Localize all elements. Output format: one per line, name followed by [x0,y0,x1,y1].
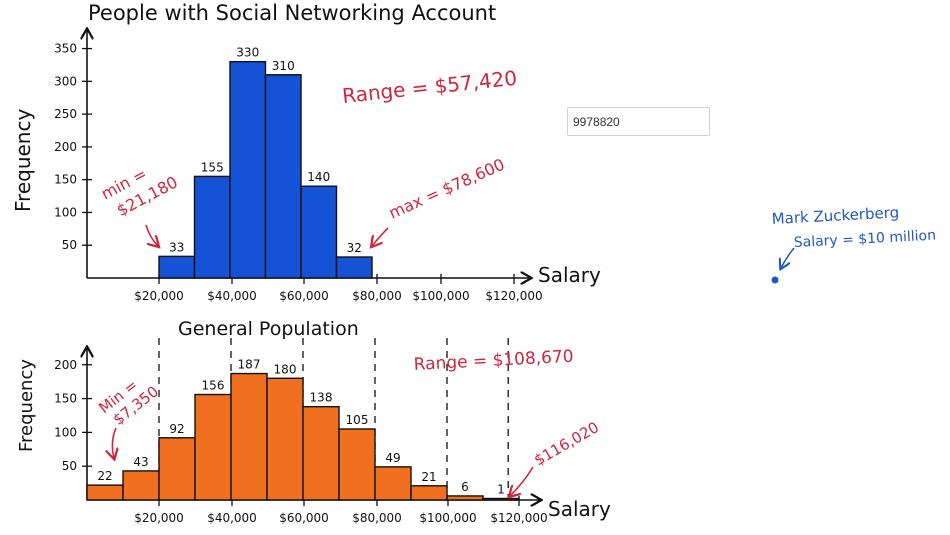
y-tick-label: 300 [54,74,77,88]
histogram-bar [335,256,373,279]
histogram-bar [193,175,231,279]
x-tick-label: $60,000 [279,511,329,525]
bar-value-label: 1 [497,483,505,497]
bar-value-label: 49 [385,451,400,465]
bar-value-label: 6 [461,480,469,494]
bar-value-label: 187 [238,358,261,372]
histogram-bar [338,428,376,501]
chart1-max-annotation: max = $78,600 [386,155,508,223]
chart2-min-arrow [112,427,116,458]
bar-value-label: 43 [133,455,148,469]
bar-value-label: 105 [346,413,369,427]
y-tick-label: 200 [54,358,77,372]
y-tick-label: 100 [54,425,77,439]
histogram-bar [446,495,484,501]
chart1-xlabel: Salary [538,263,601,287]
histogram-bar [122,470,160,501]
bar-value-label: 92 [169,422,184,436]
side-note-arrow [781,247,795,268]
histogram-bar [482,497,520,501]
y-tick-label: 100 [54,205,77,219]
x-tick-label: $40,000 [207,511,257,525]
x-tick-label: $20,000 [134,511,184,525]
bar-value-label: 32 [347,241,362,255]
chart1-ylabel: Frequency [11,109,35,212]
chart1-bars [158,60,373,279]
x-tick-label: $80,000 [352,289,402,303]
y-tick-label: 150 [54,173,77,187]
chart2-range-annotation: Range = $108,670 [413,347,574,375]
x-tick-label: $100,000 [412,289,469,303]
chart2-max-annotation: $116,020 [531,418,602,469]
bar-value-label: 180 [274,362,297,376]
chart2-value-labels: 22 43 92 156 187 180 138 105 49 21 6 1 [97,358,504,497]
bar-value-label: 155 [201,160,224,174]
chart2-bars [86,372,520,501]
text-input[interactable] [567,107,710,136]
side-note-name: Mark Zuckerberg [771,203,899,228]
chart2-max-arrow [510,466,534,496]
y-tick-label: 350 [54,42,77,56]
histogram-bar [194,393,232,501]
chart2-xlabel: Salary [548,497,611,521]
histogram-bar [229,60,267,279]
bar-value-label: 140 [307,170,330,184]
bar-value-label: 33 [169,240,184,254]
x-tick-label: $120,000 [485,289,542,303]
histogram-bar [410,485,448,501]
chart1-title: People with Social Networking Account [88,1,496,25]
x-tick-label: $120,000 [490,511,547,525]
chart1-min-annotation: min = $21,180 [98,164,181,220]
histogram-bar [300,185,338,279]
x-tick-label: $20,000 [134,289,184,303]
bar-value-label: 330 [236,46,259,60]
chart1-value-labels: 33 155 330 310 140 32 [169,46,362,255]
histogram-bar [158,255,196,279]
y-tick-label: 50 [62,459,77,473]
x-tick-label: $40,000 [207,289,257,303]
histogram-bar [302,405,340,501]
bar-value-label: 310 [272,59,295,73]
histogram-bar [158,437,196,501]
x-tick-label: $100,000 [419,511,476,525]
side-note-salary: Salary = $10 million [793,228,936,251]
chart1-range-annotation: Range = $57,420 [341,66,518,108]
bar-value-label: 22 [97,469,112,483]
y-tick-label: 250 [54,107,77,121]
y-tick-label: 200 [54,140,77,154]
side-note-dot [771,276,779,284]
histogram-bar [230,372,268,501]
bar-value-label: 138 [310,391,333,405]
y-tick-label: 50 [62,238,77,252]
chart2-ylabel: Frequency [16,359,37,452]
chart2-min-annotation: Min = $7,350 [95,376,162,429]
chart1-axes: 50 100 150 200 250 300 350 $20,000 $40,000 $60,00… [54,30,543,303]
chart2-title: General Population [178,318,359,340]
y-tick-label: 150 [54,392,77,406]
chart1-min-arrow [145,224,158,246]
histogram-bar [374,466,412,501]
bar-value-label: 156 [202,379,225,393]
x-tick-label: $80,000 [352,511,402,525]
histogram-bar [266,377,304,501]
histogram-bar [86,484,124,501]
histogram-bar [264,74,302,279]
bar-value-label: 21 [421,470,436,484]
x-tick-label: $60,000 [279,289,329,303]
chart1-max-arrow [372,227,389,246]
